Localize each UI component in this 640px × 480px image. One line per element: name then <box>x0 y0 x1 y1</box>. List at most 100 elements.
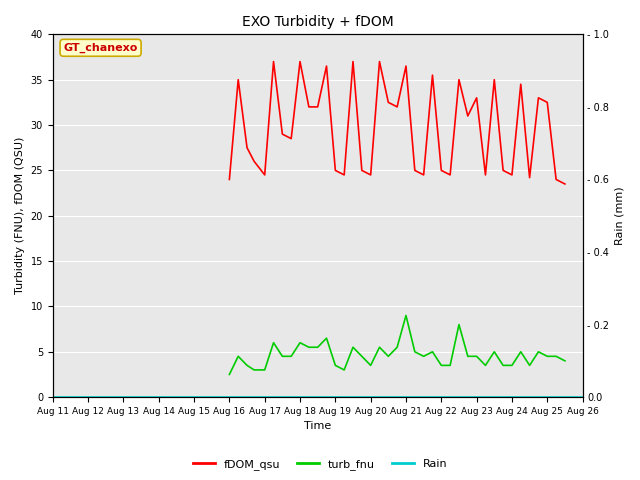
fDOM_qsu <box>269 59 277 64</box>
turb_fnu <box>243 362 251 368</box>
fDOM_qsu <box>482 172 490 178</box>
fDOM_qsu <box>543 99 551 105</box>
turb_fnu <box>358 353 365 359</box>
fDOM_qsu <box>376 59 383 64</box>
turb_fnu <box>411 349 419 355</box>
fDOM_qsu <box>446 172 454 178</box>
turb_fnu <box>340 367 348 373</box>
turb_fnu <box>543 353 551 359</box>
fDOM_qsu <box>349 59 357 64</box>
fDOM_qsu <box>455 77 463 83</box>
Rain <box>190 394 198 400</box>
fDOM_qsu <box>402 63 410 69</box>
turb_fnu <box>323 336 330 341</box>
turb_fnu <box>490 349 498 355</box>
turb_fnu <box>250 367 258 373</box>
fDOM_qsu <box>499 168 507 173</box>
fDOM_qsu <box>250 158 258 164</box>
fDOM_qsu <box>225 177 233 182</box>
turb_fnu <box>464 353 472 359</box>
fDOM_qsu <box>438 168 445 173</box>
fDOM_qsu <box>278 131 286 137</box>
turb_fnu <box>234 353 242 359</box>
fDOM_qsu <box>234 77 242 83</box>
turb_fnu <box>429 349 436 355</box>
Rain <box>438 394 445 400</box>
Y-axis label: Rain (mm): Rain (mm) <box>615 186 625 245</box>
turb_fnu <box>367 362 374 368</box>
fDOM_qsu <box>358 168 365 173</box>
turb_fnu <box>508 362 516 368</box>
turb_fnu <box>438 362 445 368</box>
fDOM_qsu <box>394 104 401 110</box>
turb_fnu <box>225 372 233 377</box>
turb_fnu <box>420 353 428 359</box>
fDOM_qsu <box>314 104 321 110</box>
turb_fnu <box>278 353 286 359</box>
fDOM_qsu <box>296 59 304 64</box>
fDOM_qsu <box>473 95 481 101</box>
Rain <box>296 394 304 400</box>
Rain <box>225 394 233 400</box>
fDOM_qsu <box>490 77 498 83</box>
Text: GT_chanexo: GT_chanexo <box>63 43 138 53</box>
fDOM_qsu <box>340 172 348 178</box>
fDOM_qsu <box>261 172 269 178</box>
turb_fnu <box>534 349 542 355</box>
fDOM_qsu <box>517 81 525 87</box>
turb_fnu <box>269 340 277 346</box>
fDOM_qsu <box>385 99 392 105</box>
fDOM_qsu <box>534 95 542 101</box>
Rain <box>49 394 56 400</box>
Rain <box>120 394 127 400</box>
turb_fnu <box>296 340 304 346</box>
turb_fnu <box>517 349 525 355</box>
fDOM_qsu <box>323 63 330 69</box>
fDOM_qsu <box>367 172 374 178</box>
turb_fnu <box>305 344 313 350</box>
turb_fnu <box>473 353 481 359</box>
turb_fnu <box>394 344 401 350</box>
turb_fnu <box>376 344 383 350</box>
Rain <box>543 394 551 400</box>
Rain <box>402 394 410 400</box>
turb_fnu <box>446 362 454 368</box>
turb_fnu <box>385 353 392 359</box>
fDOM_qsu <box>429 72 436 78</box>
Line: turb_fnu: turb_fnu <box>229 315 565 374</box>
fDOM_qsu <box>508 172 516 178</box>
Y-axis label: Turbidity (FNU), fDOM (QSU): Turbidity (FNU), fDOM (QSU) <box>15 137 25 294</box>
fDOM_qsu <box>305 104 313 110</box>
fDOM_qsu <box>287 136 295 142</box>
turb_fnu <box>455 322 463 327</box>
fDOM_qsu <box>420 172 428 178</box>
Rain <box>332 394 339 400</box>
turb_fnu <box>552 353 560 359</box>
Rain <box>84 394 92 400</box>
Legend: fDOM_qsu, turb_fnu, Rain: fDOM_qsu, turb_fnu, Rain <box>188 455 452 474</box>
turb_fnu <box>561 358 569 364</box>
turb_fnu <box>526 362 534 368</box>
Title: EXO Turbidity + fDOM: EXO Turbidity + fDOM <box>242 15 394 29</box>
fDOM_qsu <box>526 175 534 180</box>
Rain <box>508 394 516 400</box>
fDOM_qsu <box>561 181 569 187</box>
turb_fnu <box>499 362 507 368</box>
fDOM_qsu <box>332 168 339 173</box>
Rain <box>367 394 374 400</box>
fDOM_qsu <box>552 177 560 182</box>
fDOM_qsu <box>411 168 419 173</box>
fDOM_qsu <box>464 113 472 119</box>
turb_fnu <box>349 344 357 350</box>
Rain <box>261 394 269 400</box>
Rain <box>473 394 481 400</box>
turb_fnu <box>332 362 339 368</box>
fDOM_qsu <box>243 145 251 151</box>
turb_fnu <box>314 344 321 350</box>
Line: fDOM_qsu: fDOM_qsu <box>229 61 565 184</box>
X-axis label: Time: Time <box>304 421 332 432</box>
turb_fnu <box>261 367 269 373</box>
turb_fnu <box>482 362 490 368</box>
Rain <box>155 394 163 400</box>
Rain <box>579 394 586 400</box>
